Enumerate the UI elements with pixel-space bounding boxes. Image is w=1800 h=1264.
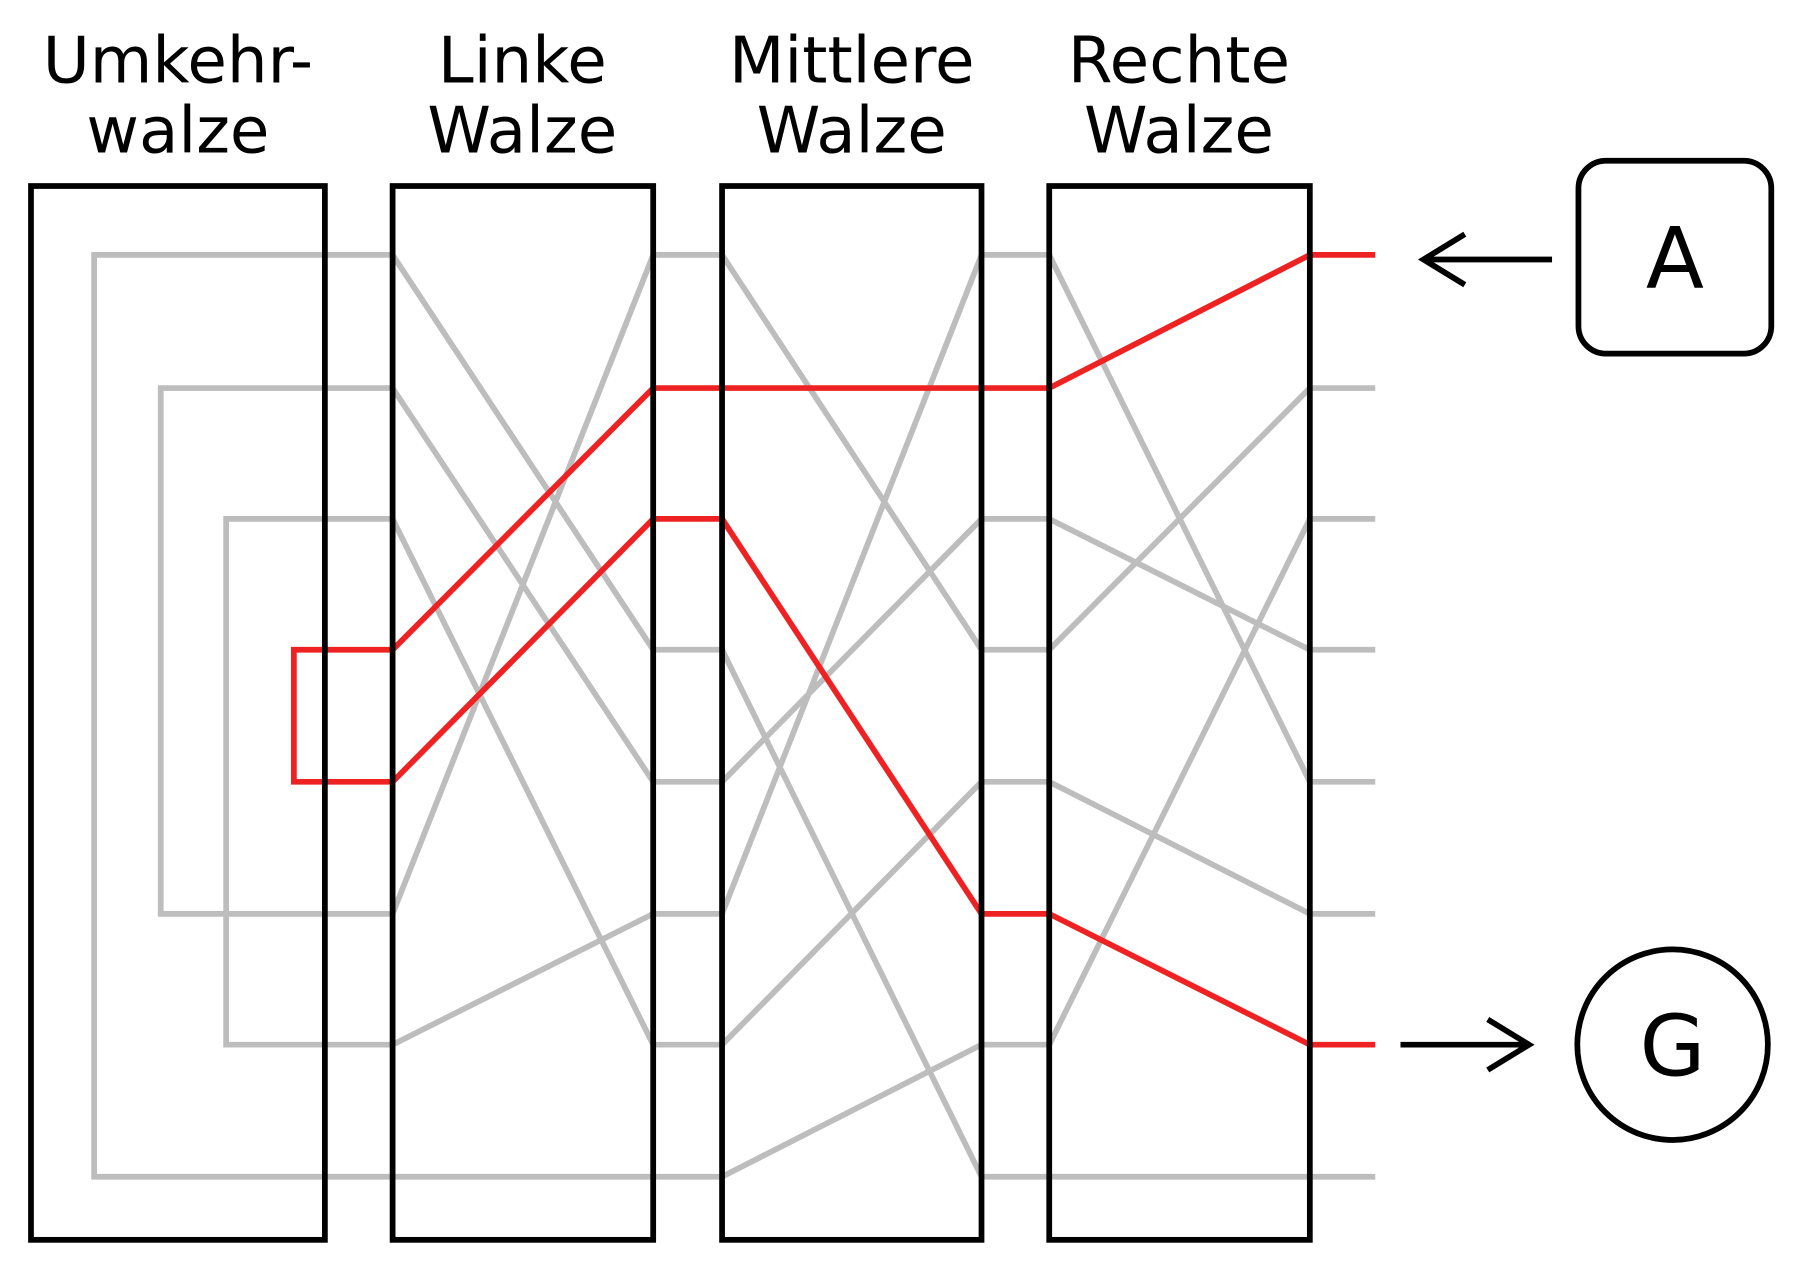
key-box — [1575, 157, 1775, 357]
wiring — [91, 252, 1376, 1180]
output-lamp: G — [1640, 997, 1706, 1096]
rotor-title: Walze — [757, 94, 947, 169]
rotor-title: Linke — [438, 24, 607, 99]
output-arrow — [1400, 1016, 1535, 1073]
rotor-title: Umkehr- — [43, 24, 313, 99]
rotor-title: Mittlere — [729, 24, 975, 99]
wire — [719, 253, 985, 1180]
wire — [157, 385, 393, 917]
rotor-title: Rechte — [1068, 24, 1290, 99]
wire — [91, 252, 393, 1180]
rotor-box — [719, 183, 985, 1243]
rotor-box — [389, 183, 657, 1243]
rotor-box — [1046, 183, 1313, 1243]
rotor-title: Walze — [427, 94, 617, 169]
lamp — [1574, 946, 1771, 1143]
wire — [223, 516, 393, 1048]
input-key: A — [1646, 210, 1704, 309]
reflector-box — [28, 183, 328, 1243]
wire — [1309, 385, 1376, 917]
wire — [981, 252, 1376, 1180]
wire — [653, 252, 723, 1048]
wire — [1046, 253, 1313, 1046]
rotor-title: walze — [86, 94, 269, 169]
wire — [389, 253, 656, 1048]
input-arrow — [1417, 231, 1553, 288]
rotor-title: Walze — [1084, 94, 1274, 169]
